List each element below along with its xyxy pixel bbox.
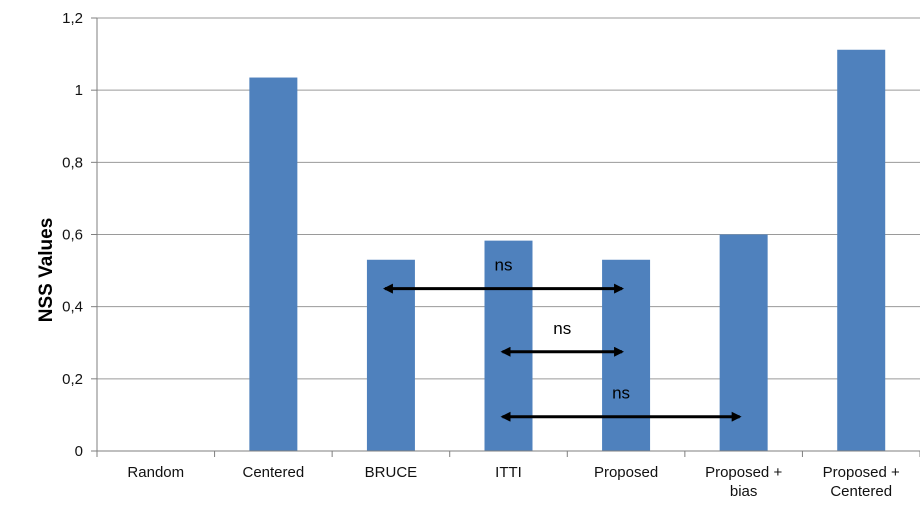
- y-tick-label: 0,4: [62, 299, 83, 316]
- x-tick-label: Proposed: [594, 464, 658, 481]
- y-tick-label: 1: [75, 82, 83, 99]
- y-tick-label: 1,2: [62, 10, 83, 27]
- x-tick-label: Centered: [242, 464, 304, 481]
- x-tick-label: BRUCE: [365, 464, 418, 481]
- y-tick-label: 0,2: [62, 371, 83, 388]
- x-tick-label: Proposed + bias: [705, 464, 782, 500]
- significance-label: ns: [553, 319, 571, 338]
- axes: [91, 17, 920, 457]
- significance-label: ns: [495, 256, 513, 275]
- y-tick-label: 0,6: [62, 227, 83, 244]
- x-tick-label: Proposed + Centered: [823, 464, 900, 500]
- y-axis-title: NSS Values: [36, 218, 57, 323]
- bar: [719, 234, 768, 451]
- y-tick-label: 0,8: [62, 154, 83, 171]
- annotations: ns ns ns: [382, 256, 742, 422]
- x-tick-label: Random: [127, 464, 184, 481]
- significance-label: ns: [612, 384, 630, 403]
- bar: [249, 77, 298, 451]
- x-tick-label: ITTI: [495, 464, 522, 481]
- y-tick-label: 0: [75, 443, 83, 460]
- gridlines: [97, 17, 920, 380]
- bar: [837, 49, 886, 452]
- bars: [249, 49, 886, 452]
- labels: 0 0,2 0,4 0,6 0,8 1 1,2 Random Centered BRUCE ITTI…: [62, 10, 900, 500]
